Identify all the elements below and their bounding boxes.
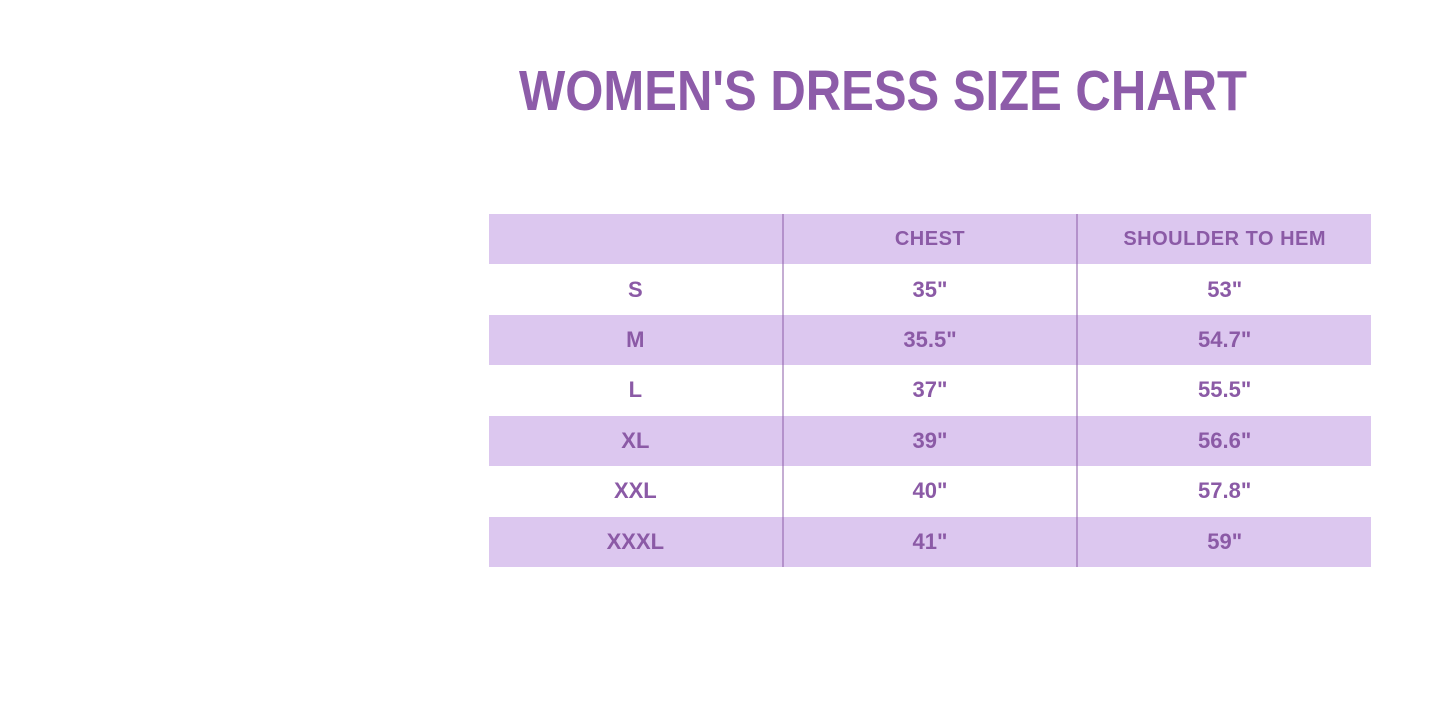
size-label: S — [627, 276, 643, 302]
size-label: XL — [621, 427, 650, 453]
shoulder-to-hem-value: 59" — [1076, 516, 1371, 567]
header-cell-chest: CHEST — [781, 214, 1077, 265]
size-label: XXXL — [606, 528, 665, 554]
size-label: XXL — [613, 478, 657, 504]
chest-value: 37" — [781, 365, 1077, 416]
shoulder-to-hem-value: 53" — [1076, 264, 1371, 315]
chest-value: 39" — [781, 415, 1077, 467]
table-row-m: M 35.5" 54.7" — [489, 314, 1371, 366]
shoulder-to-hem-value: 57.8" — [1076, 466, 1371, 517]
shoulder-to-hem-value: 54.7" — [1076, 314, 1371, 366]
size-chart-table: CHEST SHOULDER TO HEM S 35" 53" M 35.5" … — [489, 214, 1371, 567]
chest-value: 35.5" — [781, 314, 1077, 366]
chest-value: 40" — [781, 466, 1077, 517]
page-title: WOMEN'S DRESS SIZE CHART — [519, 59, 1247, 123]
size-label: L — [628, 377, 643, 403]
table-header-row: CHEST SHOULDER TO HEM — [489, 214, 1371, 265]
shoulder-to-hem-value: 55.5" — [1076, 365, 1371, 416]
chest-value: 41" — [781, 516, 1077, 567]
header-cell-size — [489, 214, 782, 264]
header-cell-shoulder-to-hem: SHOULDER TO HEM — [1076, 214, 1371, 265]
size-label: M — [626, 327, 645, 353]
shoulder-to-hem-value: 56.6" — [1076, 415, 1371, 467]
chest-value: 35" — [781, 264, 1077, 315]
table-row-xxxl: XXXL 41" 59" — [489, 516, 1371, 567]
table-row-s: S 35" 53" — [489, 264, 1371, 315]
table-row-xxl: XXL 40" 57.8" — [489, 466, 1371, 517]
table-row-l: L 37" 55.5" — [489, 365, 1371, 416]
table-row-xl: XL 39" 56.6" — [489, 415, 1371, 467]
